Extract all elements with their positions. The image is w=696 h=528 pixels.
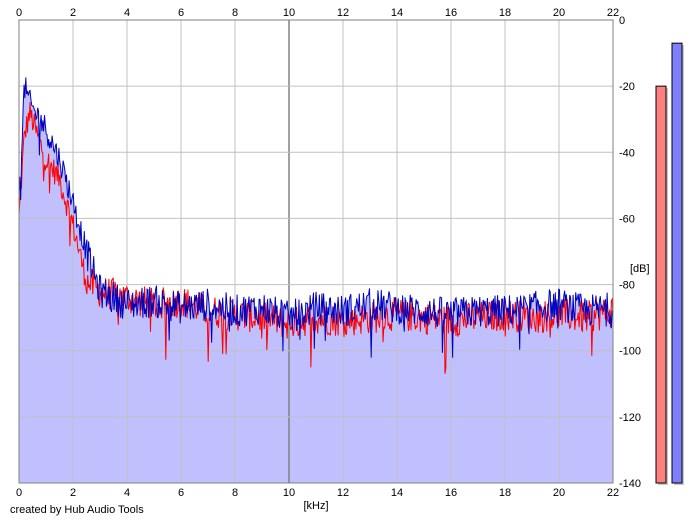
x-tick-label-top: 8 [232,7,238,19]
x-tick-label-top: 22 [607,7,619,19]
x-tick-label-top: 20 [553,7,565,19]
y-tick-label: -100 [619,346,641,358]
x-tick-label-top: 10 [283,7,295,19]
x-tick-label-bottom: 16 [445,487,457,499]
x-tick-label-bottom: 12 [337,487,349,499]
level-meter-right [671,42,683,484]
x-tick-label-top: 4 [124,7,130,19]
x-tick-label-bottom: 22 [607,487,619,499]
x-tick-label-bottom: 10 [283,487,295,499]
plot-frame [18,19,614,484]
x-tick-label-bottom: 18 [499,487,511,499]
y-tick-label: -80 [619,280,635,292]
level-meter-left [655,85,667,484]
x-tick-label-top: 12 [337,7,349,19]
y-tick-label: -60 [619,213,635,225]
y-tick-label: -140 [619,478,641,490]
x-tick-label-bottom: 0 [16,487,22,499]
y-tick-label: 0 [619,15,625,27]
x-tick-label-bottom: 2 [70,487,76,499]
series-right-line [18,77,614,358]
x-axis-label: [kHz] [303,500,328,512]
x-tick-label-top: 18 [499,7,511,19]
x-tick-label-bottom: 14 [391,487,403,499]
y-tick-label: -120 [619,412,641,424]
y-axis-label: [dB] [630,263,650,275]
x-tick-label-top: 2 [70,7,76,19]
x-tick-label-top: 0 [16,7,22,19]
x-tick-label-bottom: 4 [124,487,130,499]
spectrum-area-fill [19,77,613,483]
credit-text: created by Hub Audio Tools [10,504,144,516]
y-tick-label: -40 [619,147,635,159]
x-tick-label-bottom: 6 [178,487,184,499]
x-tick-label-bottom: 8 [232,487,238,499]
x-tick-label-top: 16 [445,7,457,19]
x-tick-label-bottom: 20 [553,487,565,499]
x-tick-label-top: 14 [391,7,403,19]
x-tick-label-top: 6 [178,7,184,19]
y-tick-label: -20 [619,81,635,93]
